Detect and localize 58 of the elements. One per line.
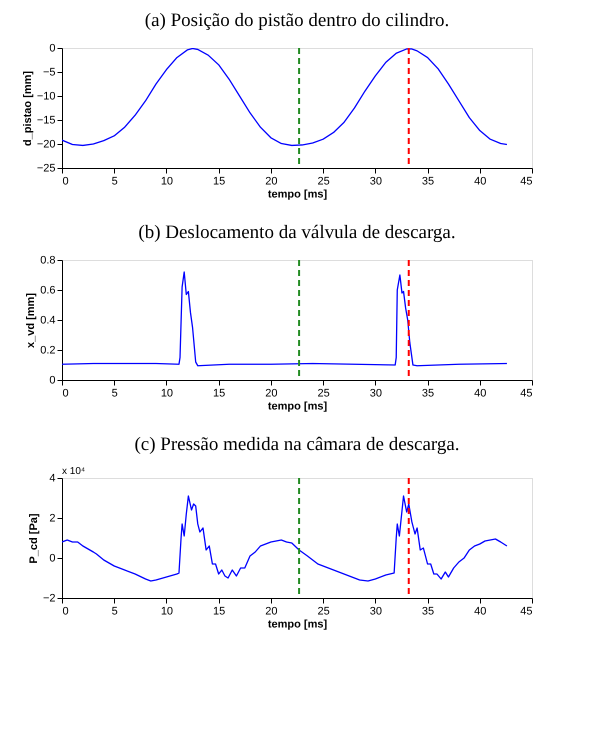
chart-title: (b) Deslocamento da válvula de descarga. [138,222,456,243]
x-tick-label: 5 [112,176,118,188]
y-tick-label: 0.2 [40,344,56,356]
x-tick-label: 20 [265,606,278,618]
x-tick-label: 30 [370,176,382,188]
x-tick-label: 35 [422,176,434,188]
y-axis-title: P_cd [Pa] [28,513,40,564]
y-tick-label: 0.4 [40,314,56,326]
x-axis-title: tempo [ms] [268,618,328,630]
y-tick-label: −25 [36,162,56,174]
x-tick-label: 25 [317,388,330,400]
x-axis-title: tempo [ms] [268,188,328,200]
x-tick-label: 35 [422,388,434,400]
x-tick-label: 40 [474,176,486,188]
y-tick-label: −20 [36,138,56,150]
x-tick-label: 0 [62,388,69,400]
x-tick-label: 10 [160,388,174,400]
y-axis-title: x_vd [mm] [25,292,38,348]
chart-title: (a) Posição do pistão dentro do cilindro. [144,10,450,31]
y-tick-label: −2 [42,592,56,604]
x-tick-label: 20 [265,176,278,188]
x-tick-label: 10 [160,176,174,188]
x-tick-label: 0 [62,176,69,188]
x-tick-label: 30 [370,606,382,618]
chart-title: (c) Pressão medida na câmara de descarga. [134,434,460,455]
y-tick-label: 0.6 [40,284,56,296]
x-tick-label: 25 [317,606,330,618]
y-tick-label: 4 [49,472,56,484]
x-tick-label: 10 [160,606,174,618]
y-tick-label: 2 [49,512,56,524]
x-tick-label: 45 [520,388,532,400]
y-tick-label: 0.8 [40,254,56,266]
x-axis-title: tempo [ms] [268,400,328,412]
x-tick-label: 25 [317,176,330,188]
x-tick-label: 30 [370,388,382,400]
x-tick-label: 40 [474,606,486,618]
y-tick-label: 0 [49,374,56,386]
x-tick-label: 5 [112,388,118,400]
x-tick-label: 15 [213,606,226,618]
line-series [62,271,508,366]
line-series [62,48,508,146]
x-tick-label: 45 [520,606,532,618]
x-tick-label: 35 [422,606,434,618]
y-tick-label: −15 [36,114,56,126]
y-tick-label: 0 [49,42,56,54]
x-tick-label: 5 [112,606,118,618]
text: x 10⁴ [62,466,86,477]
x-tick-label: 45 [520,176,532,188]
y-axis-title: d_pistao [mm] [22,70,34,146]
line-series [62,495,508,582]
x-tick-label: 0 [62,606,69,618]
x-tick-label: 15 [213,388,226,400]
x-tick-label: 40 [474,388,486,400]
y-tick-label: −5 [42,66,56,78]
x-tick-label: 15 [213,176,226,188]
y-tick-label: 0 [49,552,56,564]
x-tick-label: 20 [265,388,278,400]
y-tick-label: −10 [36,90,56,102]
